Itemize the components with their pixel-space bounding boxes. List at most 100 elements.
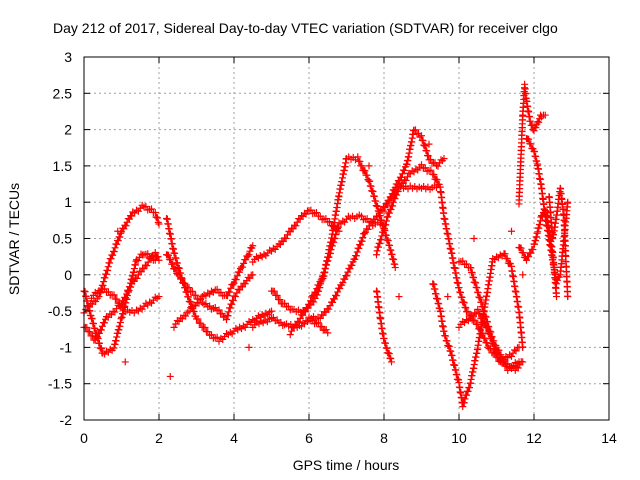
data-point [361,167,369,175]
data-point [474,289,482,297]
data-point [113,240,121,248]
data-point [286,331,294,339]
data-point [322,261,330,269]
data-point [116,299,124,307]
data-point [100,319,108,327]
data-point [148,205,155,213]
data-point [358,237,366,245]
data-point [181,284,189,292]
data-point [178,274,186,282]
data-point [320,269,328,277]
series-track-s [515,80,549,208]
data-point [151,256,159,264]
data-point [324,257,332,265]
data-point [394,187,402,195]
data-point [515,358,523,366]
data-point [474,320,482,328]
x-tick-label: 12 [526,430,542,446]
y-tick-label: 1 [64,194,72,210]
data-point [230,279,238,287]
data-point [348,261,356,269]
series-track-v [545,184,572,301]
x-tick-label: 2 [155,430,163,446]
data-point [173,259,181,267]
series-track-p [429,250,527,411]
plot-frame [83,56,610,421]
y-tick-label: 0.5 [53,231,73,247]
data-point [155,220,163,228]
series-track-i [249,206,343,266]
data-point [457,289,464,297]
data-point [430,171,438,179]
data-point [514,364,522,372]
data-point [166,372,174,380]
data-point [86,328,94,336]
data-point [322,215,330,223]
x-tick-label: 0 [80,430,88,446]
data-point [224,312,232,320]
data-point [470,274,478,282]
y-tick-label: -0.5 [48,303,72,319]
data-point [170,323,178,331]
data-point [527,140,535,148]
series-track-g [170,242,257,331]
data-point [382,217,390,225]
series-track-l [305,182,440,324]
data-point [480,308,488,316]
data-point [326,218,334,226]
data-point [495,354,503,362]
data-point [508,352,515,360]
series-track-h [249,313,332,337]
data-point [481,319,489,327]
data-point [89,320,97,328]
data-point [359,233,367,241]
data-point [233,272,241,280]
data-point [376,220,384,228]
series-track-m [373,287,395,366]
data-point [343,272,351,280]
data-point [171,249,179,257]
data-point [122,222,130,230]
data-point [486,330,494,338]
data-point [226,304,234,312]
data-point [461,395,469,403]
data-point [299,311,307,319]
data-point [384,213,392,221]
data-point [523,256,530,264]
data-point [369,187,377,195]
data-point [165,251,173,259]
data-point [148,253,155,261]
y-tick-label: -1.5 [48,376,72,392]
data-point [476,294,484,302]
data-point [468,269,476,277]
data-point [358,212,365,220]
data-point [447,347,455,355]
data-point [208,331,215,339]
data-point [332,231,340,239]
data-point [182,312,190,320]
y-tick-label: 3 [64,49,72,65]
data-point [387,206,395,214]
y-axis-title: SDTVAR / TECUs [6,183,22,295]
data-point [501,250,509,258]
data-point [476,310,484,318]
data-point [175,264,183,272]
data-point [487,335,495,343]
data-point [167,256,175,264]
data-point [113,295,121,303]
data-point [217,288,225,296]
data-point [154,218,162,226]
data-point [503,255,511,263]
data-point [183,309,191,317]
data-point [502,362,510,370]
data-point [412,126,419,134]
data-point [421,164,429,172]
data-point [244,252,252,260]
data-point [385,350,393,358]
series-track-d [88,285,163,317]
y-tick-label: 2 [64,122,72,138]
data-point [111,308,119,316]
data-point [535,118,543,126]
data-point [183,288,191,296]
data-point [313,209,320,217]
